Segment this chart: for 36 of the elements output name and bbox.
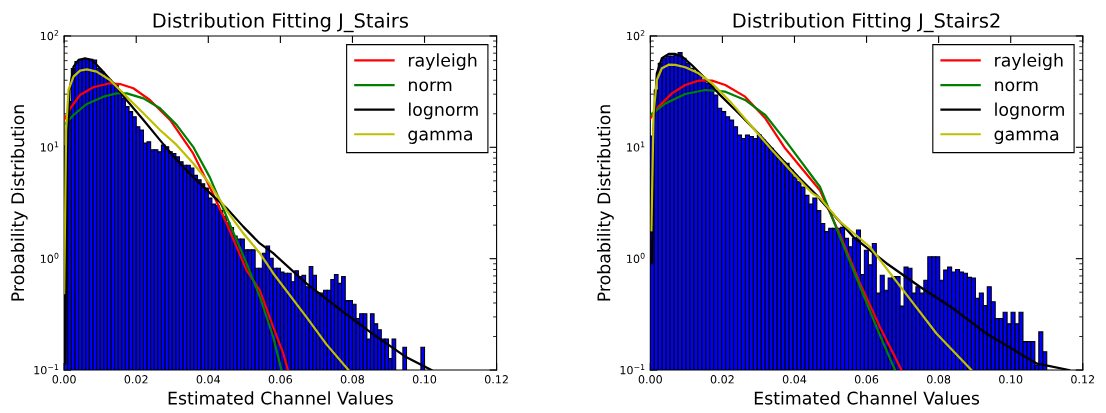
y-axis-title: Probability Distribution [10, 105, 28, 301]
x-tick-label: 0.06 [268, 375, 293, 384]
x-tick-label: 0.08 [340, 375, 365, 384]
x-tick-label: 0.04 [196, 375, 221, 384]
legend-label: norm [408, 81, 452, 92]
y-tick-label: 10$^{1}$ [627, 141, 645, 152]
x-axis-title: Estimated Channel Values [754, 391, 980, 405]
x-tick-label: 0.10 [999, 375, 1023, 384]
x-tick-label: 0.02 [710, 375, 734, 384]
y-tick-label: 10$^{0}$ [40, 252, 59, 263]
legend-label: rayleigh [995, 53, 1063, 71]
legend-label: norm [995, 81, 1038, 92]
y-axis-title: Probability Distribution [597, 105, 614, 301]
x-tick-label: 0.06 [854, 375, 879, 384]
x-tick-label: 0.10 [412, 375, 437, 384]
legend-label: lognorm [995, 102, 1064, 120]
x-axis-title: Estimated Channel Values [168, 391, 393, 405]
x-tick-label: 0.00 [52, 375, 76, 384]
x-tick-label: 0.12 [484, 375, 508, 384]
chart-title: Distribution Fitting J_Stairs2 [733, 12, 1000, 33]
x-tick-label: 0.00 [638, 375, 662, 384]
y-tick-label: 10$^{1}$ [40, 141, 59, 152]
y-tick-label: 10$^{−1}$ [34, 364, 59, 375]
legend-label: gamma [408, 130, 472, 144]
chart-title: Distribution Fitting J_Stairs [153, 12, 409, 33]
legend-label: rayleigh [408, 53, 477, 71]
x-tick-label: 0.04 [782, 375, 807, 384]
y-tick-label: 10$^{−1}$ [620, 364, 645, 375]
y-tick-label: 10$^{0}$ [627, 252, 645, 263]
y-tick-label: 10$^{2}$ [627, 30, 645, 41]
x-tick-label: 0.08 [926, 375, 951, 384]
legend-label: gamma [994, 130, 1059, 144]
y-tick-label: 10$^{2}$ [40, 30, 59, 41]
legend-label: lognorm [409, 102, 478, 120]
x-tick-label: 0.02 [124, 375, 148, 384]
x-tick-label: 0.12 [1071, 375, 1095, 384]
